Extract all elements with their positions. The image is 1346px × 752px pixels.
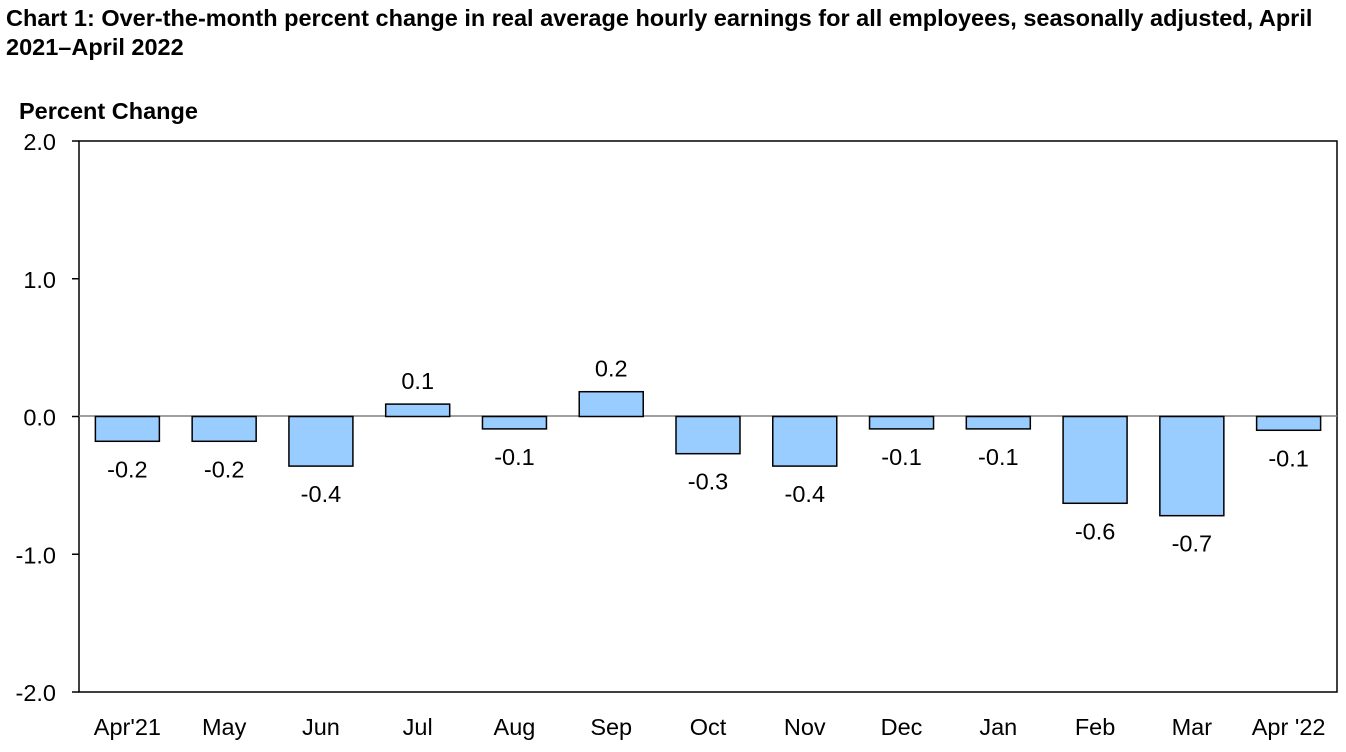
- y-tick-label: 2.0: [23, 129, 56, 155]
- data-label: -0.4: [785, 481, 826, 507]
- chart-title: Chart 1: Over-the-month percent change i…: [6, 5, 1313, 60]
- x-tick-label: Jan: [979, 714, 1017, 740]
- y-tick-label: -2.0: [16, 680, 57, 706]
- data-label: 0.2: [595, 356, 628, 382]
- data-label: -0.3: [688, 469, 729, 495]
- x-tick-label: Apr'21: [94, 714, 161, 740]
- bar: [1255, 415, 1322, 432]
- y-tick-label: -1.0: [16, 542, 57, 568]
- x-axis: Apr'21 May Jun Jul Aug Sep Oct Nov Dec Jan Feb Mar A…: [94, 714, 1326, 740]
- x-tick-label: Nov: [784, 714, 826, 740]
- data-label: -0.6: [1075, 518, 1116, 544]
- x-tick-label: Jun: [302, 714, 340, 740]
- x-tick-label: Sep: [590, 714, 632, 740]
- x-tick-label: Dec: [881, 714, 923, 740]
- bar: [1062, 415, 1128, 505]
- y-tick-label: 1.0: [23, 267, 56, 293]
- x-tick-label: Oct: [690, 714, 727, 740]
- x-tick-label: May: [202, 714, 247, 740]
- data-label: 0.1: [401, 368, 434, 394]
- data-labels-group: -0.2 -0.2 -0.4 0.1 -0.1 0.2 -0.3 -0.4 -0.1 -0.1 -0…: [107, 356, 1309, 557]
- x-tick-label: Apr '22: [1252, 714, 1326, 740]
- data-label: -0.2: [204, 456, 245, 482]
- data-label: -0.1: [881, 444, 922, 470]
- data-label: -0.7: [1172, 531, 1213, 557]
- bar: [191, 415, 257, 443]
- bar: [288, 415, 354, 467]
- y-tick-label: 0.0: [23, 405, 56, 431]
- bar: [481, 415, 548, 430]
- bar: [868, 415, 935, 430]
- x-tick-label: Mar: [1172, 714, 1213, 740]
- data-label: -0.4: [301, 481, 342, 507]
- bars-group: [94, 390, 1322, 517]
- bar: [94, 415, 161, 443]
- data-label: -0.1: [978, 444, 1019, 470]
- data-label: -0.1: [494, 444, 535, 470]
- data-label: -0.2: [107, 456, 148, 482]
- x-tick-label: Feb: [1075, 714, 1116, 740]
- bar: [675, 415, 741, 455]
- data-label: -0.1: [1268, 445, 1309, 471]
- bar: [384, 403, 451, 418]
- y-axis: 2.0 1.0 0.0 -1.0 -2.0: [16, 129, 79, 706]
- x-tick-label: Aug: [494, 714, 536, 740]
- bar: [965, 415, 1032, 430]
- x-tick-label: Jul: [403, 714, 433, 740]
- bar: [1159, 415, 1225, 517]
- bar: [578, 390, 644, 418]
- y-axis-title: Percent Change: [19, 98, 198, 124]
- bar: [772, 415, 838, 467]
